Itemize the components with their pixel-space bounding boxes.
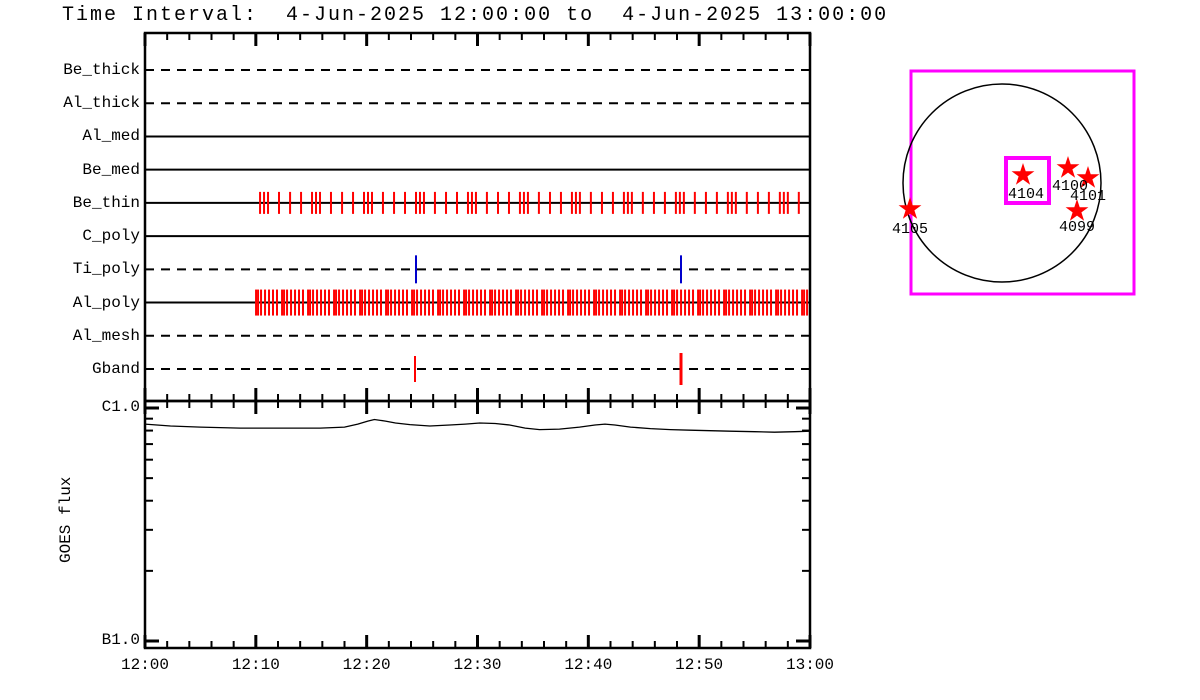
goes-ytick-b1: B1.0 [101, 631, 140, 649]
region-label-4099: 4099 [1058, 219, 1095, 236]
xrt-fov-box [1004, 156, 1051, 205]
xtick-1250: 12:50 [675, 656, 724, 674]
active-region-star [1056, 156, 1080, 178]
filter-label-al-mesh: Al_mesh [72, 326, 140, 345]
goes-flux-panel [143, 399, 812, 650]
map-frame [909, 69, 1136, 296]
region-label-4101: 4101 [1069, 188, 1106, 205]
filter-label-al-poly: Al_poly [72, 293, 140, 312]
region-label-4104: 4104 [1007, 186, 1044, 203]
region-label-4100: 4100 [1051, 178, 1088, 195]
xtick-1300: 13:00 [785, 656, 834, 674]
sun-map-panel [898, 69, 1136, 296]
filter-label-be-med: Be_med [82, 160, 140, 179]
goes-flux-curve [144, 418, 811, 433]
region-label-4105: 4105 [891, 221, 928, 238]
filter-label-c-poly: C_poly [82, 227, 140, 246]
goes-axis-title: GOES flux [57, 476, 75, 564]
filter-label-be-thin: Be_thin [72, 193, 140, 212]
filter-label-ti-poly: Ti_poly [72, 260, 140, 279]
xtick-1240: 12:40 [564, 656, 613, 674]
xtick-1200: 12:00 [120, 656, 169, 674]
filter-label-gband: Gband [91, 360, 140, 378]
xtick-1230: 12:30 [453, 656, 502, 674]
xtick-1220: 12:20 [342, 656, 391, 674]
filter-label-al-med: Al_med [82, 127, 140, 146]
xtick-1210: 12:10 [231, 656, 280, 674]
time-interval-title: Time Interval: 4-Jun-2025 12:00:00 to 4-… [62, 4, 889, 27]
filter-timeline-panel [143, 31, 812, 403]
filter-label-be-thick: Be_thick [63, 61, 140, 79]
active-region-star [1076, 166, 1100, 188]
active-region-star [1065, 199, 1089, 221]
active-region-star [898, 197, 922, 219]
solar-limb-circle [902, 83, 1102, 283]
goes-ytick-c1: C1.0 [101, 398, 140, 416]
filter-label-al-thick: Al_thick [63, 94, 140, 113]
active-region-star [1011, 163, 1035, 185]
